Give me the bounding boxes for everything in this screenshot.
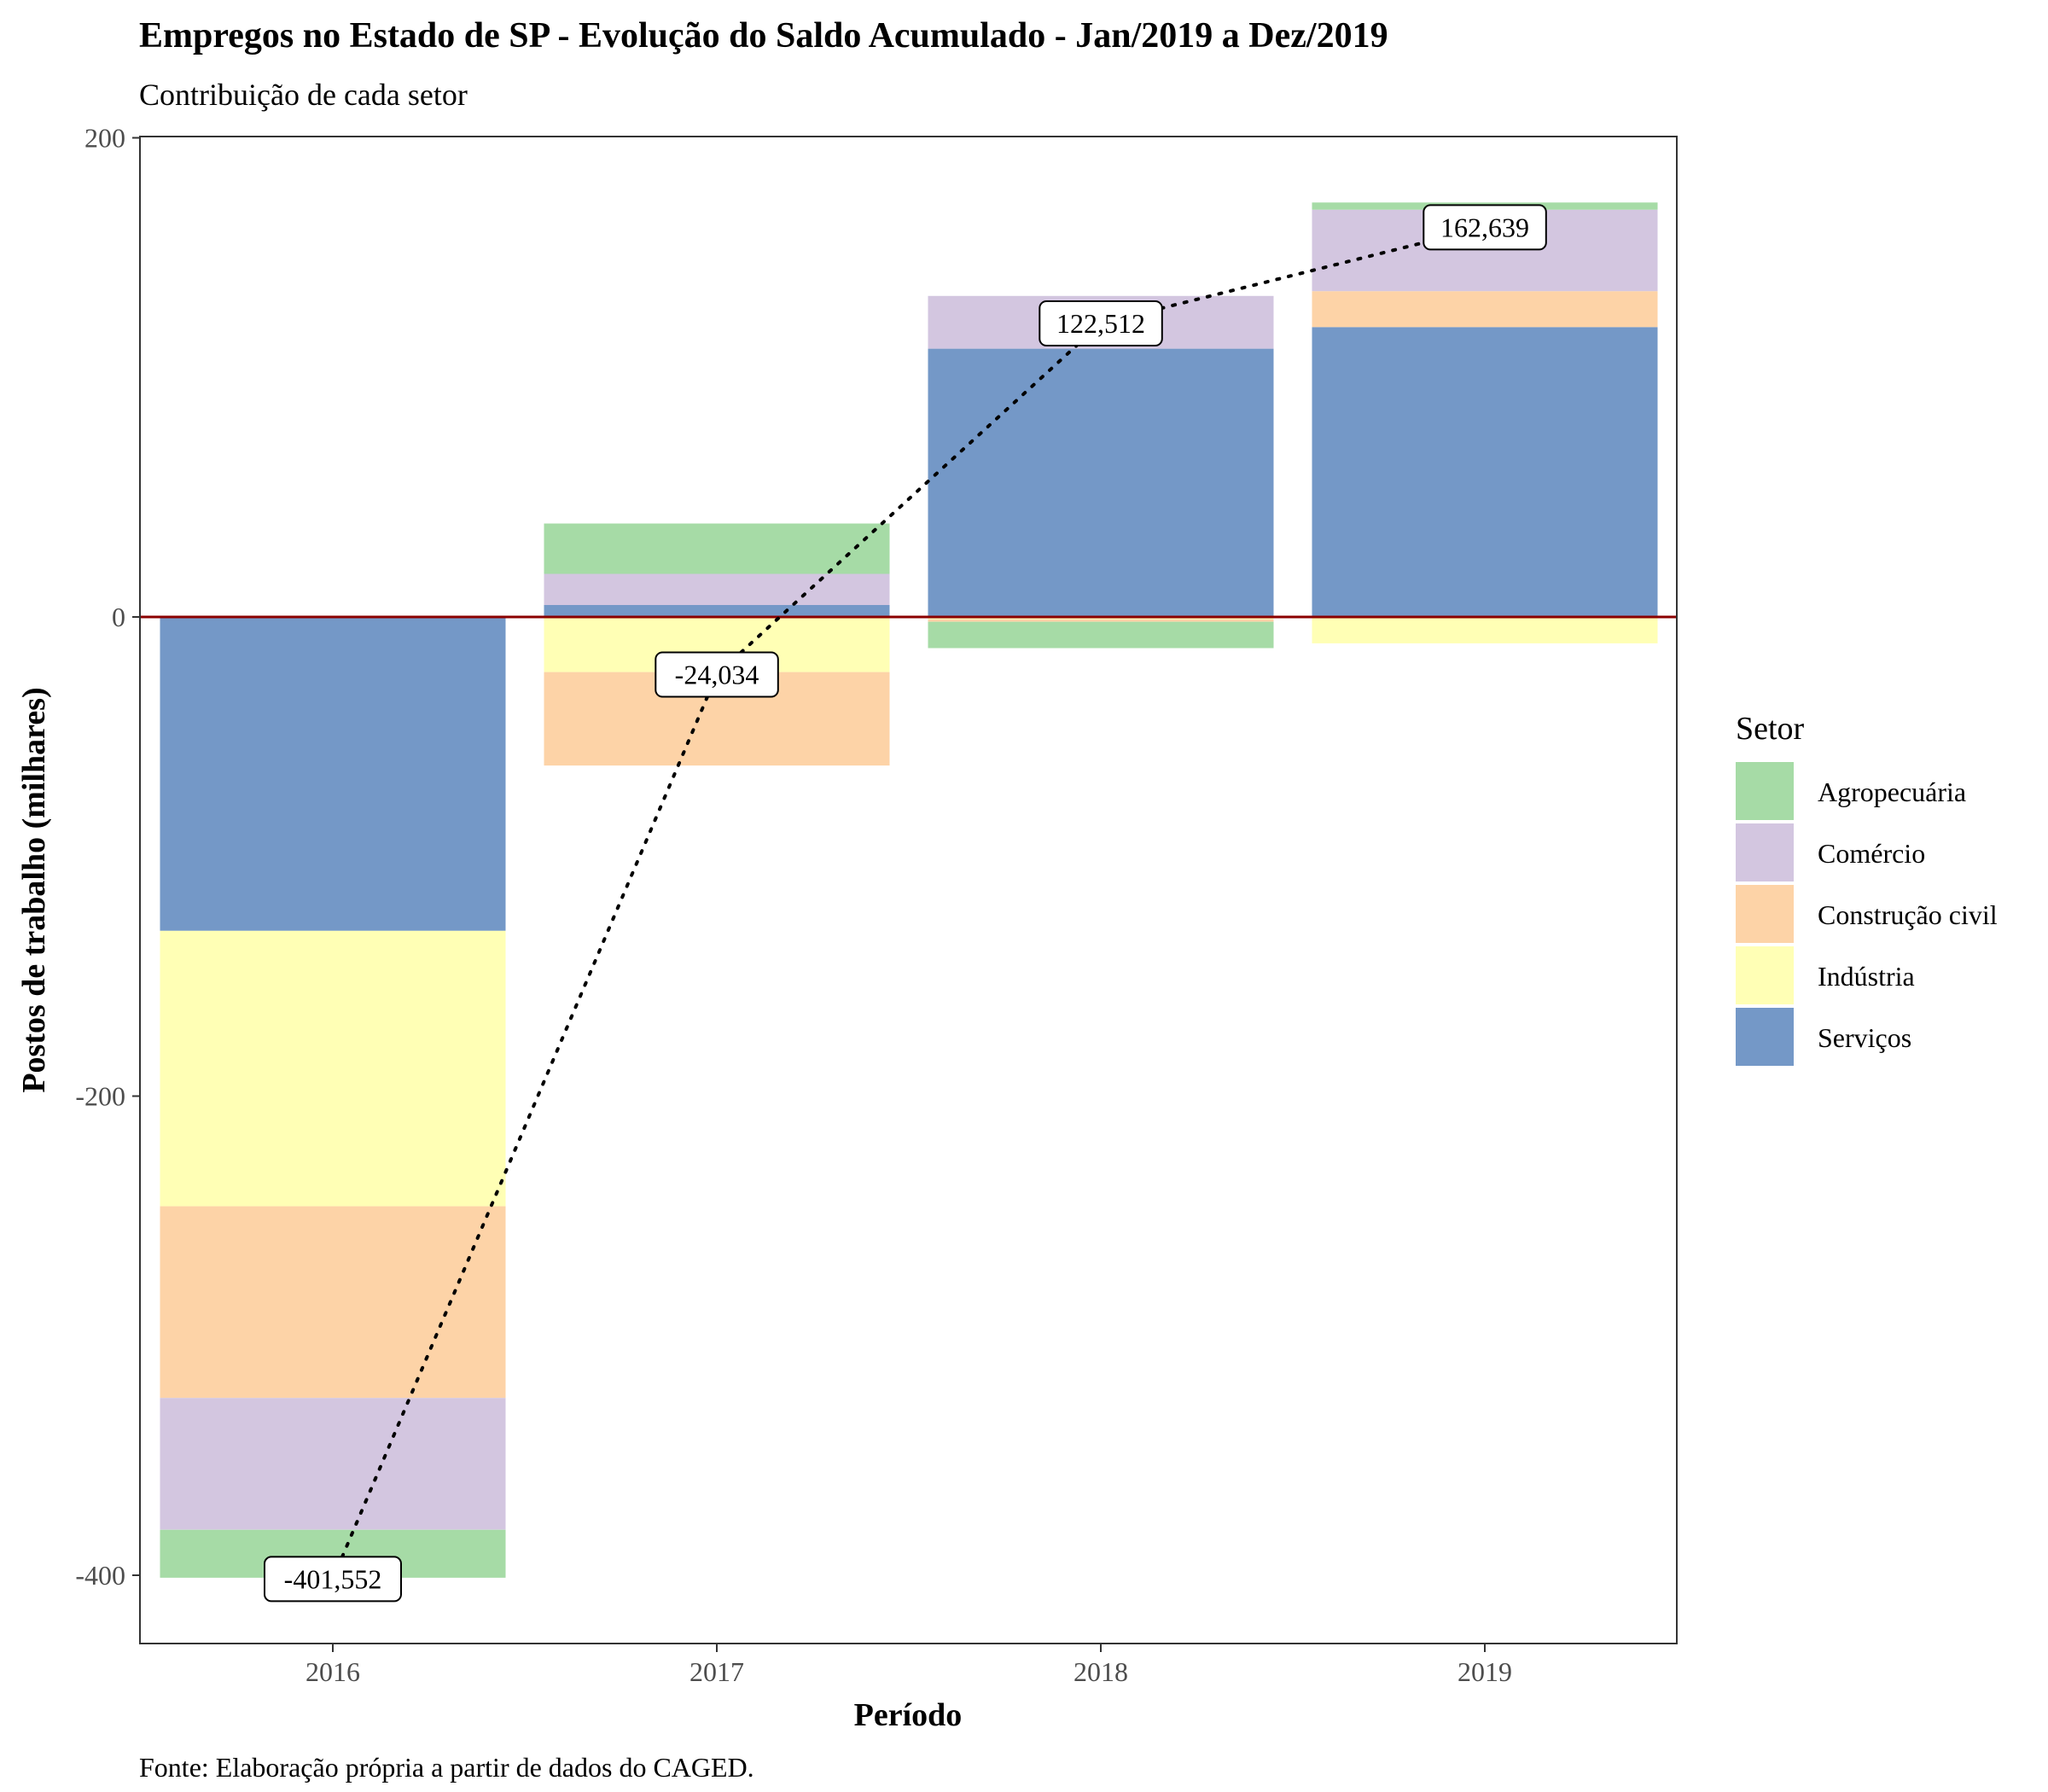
- legend-item-agropecuaria: Agropecuária: [1736, 762, 1966, 820]
- legend-swatch: [1736, 1008, 1794, 1066]
- net-total-label-box: [655, 651, 779, 698]
- net-total-label-2016: -401,552: [264, 1556, 402, 1603]
- caption: Fonte: Elaboração própria a partir de da…: [139, 1752, 754, 1783]
- net-total-label-2019: 162,639: [1423, 204, 1547, 251]
- bar-2018-agropecuaria: [928, 621, 1274, 649]
- legend: Agropecuária Comércio Construção civil Indú…: [1736, 762, 1998, 1066]
- x-tick-label: 2016: [305, 1656, 360, 1687]
- net-total-label-2017: -24,034: [655, 651, 779, 698]
- legend-swatch: [1736, 885, 1794, 943]
- net-total-label-text: -401,552: [284, 1563, 382, 1594]
- net-total-label-text: 122,512: [1056, 308, 1145, 339]
- bar-2016-industria: [160, 930, 506, 1207]
- bar-2018-servicos: [928, 348, 1274, 617]
- legend-label: Comércio: [1818, 838, 1925, 869]
- y-axis: -400 -200 0 200: [75, 123, 141, 1591]
- x-tick-label: 2019: [1457, 1656, 1512, 1687]
- bar-2017-agropecuaria: [544, 523, 890, 574]
- legend-item-construcao-civil: Construção civil: [1736, 885, 1998, 943]
- chart-title: Empregos no Estado de SP - Evolução do S…: [139, 16, 1388, 55]
- legend-label: Serviços: [1818, 1022, 1911, 1053]
- bar-2017-servicos: [544, 605, 890, 617]
- bar-2016-comercio: [160, 1398, 506, 1530]
- bar-2016-construcao-civil: [160, 1206, 506, 1399]
- legend-label: Construção civil: [1818, 899, 1998, 930]
- legend-item-servicos: Serviços: [1736, 1008, 1911, 1066]
- net-total-label-box: [264, 1556, 402, 1603]
- legend-swatch: [1736, 823, 1794, 881]
- legend-label: Indústria: [1818, 961, 1915, 992]
- net-total-label-text: -24,034: [675, 660, 759, 690]
- bar-2018-construcao-civil: [928, 619, 1274, 622]
- bar-2019-servicos: [1312, 327, 1658, 617]
- bar-2019-industria: [1312, 617, 1658, 643]
- y-tick-label: -200: [75, 1081, 125, 1112]
- net-total-line: [331, 225, 1487, 1581]
- y-axis-title: Postos de trabalho (milhares): [16, 687, 52, 1092]
- y-tick-label: 0: [112, 602, 125, 632]
- legend-item-comercio: Comércio: [1736, 823, 1925, 881]
- y-tick-label: 200: [84, 123, 125, 154]
- net-total-labels: -401,552 -24,034 122,512 162,639: [264, 204, 1547, 1603]
- legend-swatch: [1736, 946, 1794, 1004]
- net-total-label-text: 162,639: [1440, 212, 1529, 242]
- net-total-label-box: [1423, 204, 1547, 251]
- bar-2016-servicos: [160, 617, 506, 931]
- net-total-label-box: [1039, 300, 1163, 346]
- y-tick-label: -400: [75, 1560, 125, 1591]
- chart-subtitle: Contribuição de cada setor: [139, 78, 468, 112]
- net-total-label-2018: 122,512: [1039, 300, 1163, 346]
- bar-2019-construcao-civil: [1312, 291, 1658, 328]
- bar-2017-comercio: [544, 573, 890, 605]
- legend-label: Agropecuária: [1818, 777, 1966, 807]
- plot-panel-border: [139, 136, 1678, 1644]
- x-axis: 2016 2017 2018 2019: [305, 1644, 1512, 1687]
- legend-swatch: [1736, 762, 1794, 820]
- legend-title: Setor: [1736, 711, 1805, 747]
- bar-layer: [160, 202, 1658, 1578]
- x-tick-label: 2018: [1073, 1656, 1128, 1687]
- x-axis-title: Período: [854, 1697, 963, 1733]
- x-tick-label: 2017: [689, 1656, 744, 1687]
- legend-item-industria: Indústria: [1736, 946, 1915, 1004]
